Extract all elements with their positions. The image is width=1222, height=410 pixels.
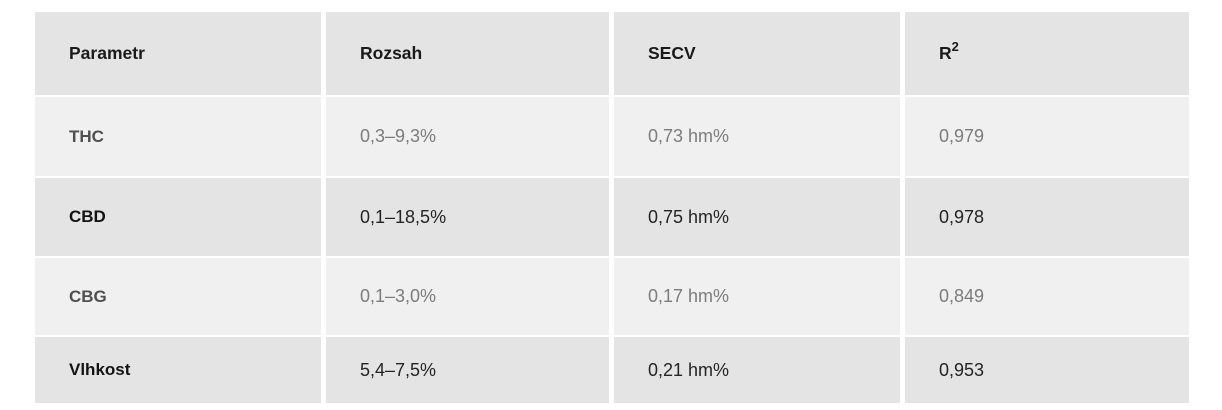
cell-parametr-cbg: CBG xyxy=(35,258,321,335)
cell-r2-cbg: 0,849 xyxy=(905,258,1189,335)
cell-r2-vlhkost: 0,953 xyxy=(905,337,1189,403)
column-header-rozsah: Rozsah xyxy=(326,12,609,95)
column-header-secv: SECV xyxy=(614,12,900,95)
cell-r2-thc: 0,979 xyxy=(905,97,1189,176)
cell-secv-cbd: 0,75 hm% xyxy=(614,178,900,256)
cell-secv-thc: 0,73 hm% xyxy=(614,97,900,176)
cell-parametr-cbd: CBD xyxy=(35,178,321,256)
cell-secv-vlhkost: 0,21 hm% xyxy=(614,337,900,403)
cell-rozsah-cbg: 0,1–3,0% xyxy=(326,258,609,335)
cell-secv-cbg: 0,17 hm% xyxy=(614,258,900,335)
column-header-parametr: Parametr xyxy=(35,12,321,95)
cell-parametr-thc: THC xyxy=(35,97,321,176)
cell-rozsah-cbd: 0,1–18,5% xyxy=(326,178,609,256)
cell-r2-cbd: 0,978 xyxy=(905,178,1189,256)
cell-rozsah-vlhkost: 5,4–7,5% xyxy=(326,337,609,403)
r2-base: R xyxy=(939,43,952,63)
cell-parametr-vlhkost: Vlhkost xyxy=(35,337,321,403)
cell-rozsah-thc: 0,3–9,3% xyxy=(326,97,609,176)
